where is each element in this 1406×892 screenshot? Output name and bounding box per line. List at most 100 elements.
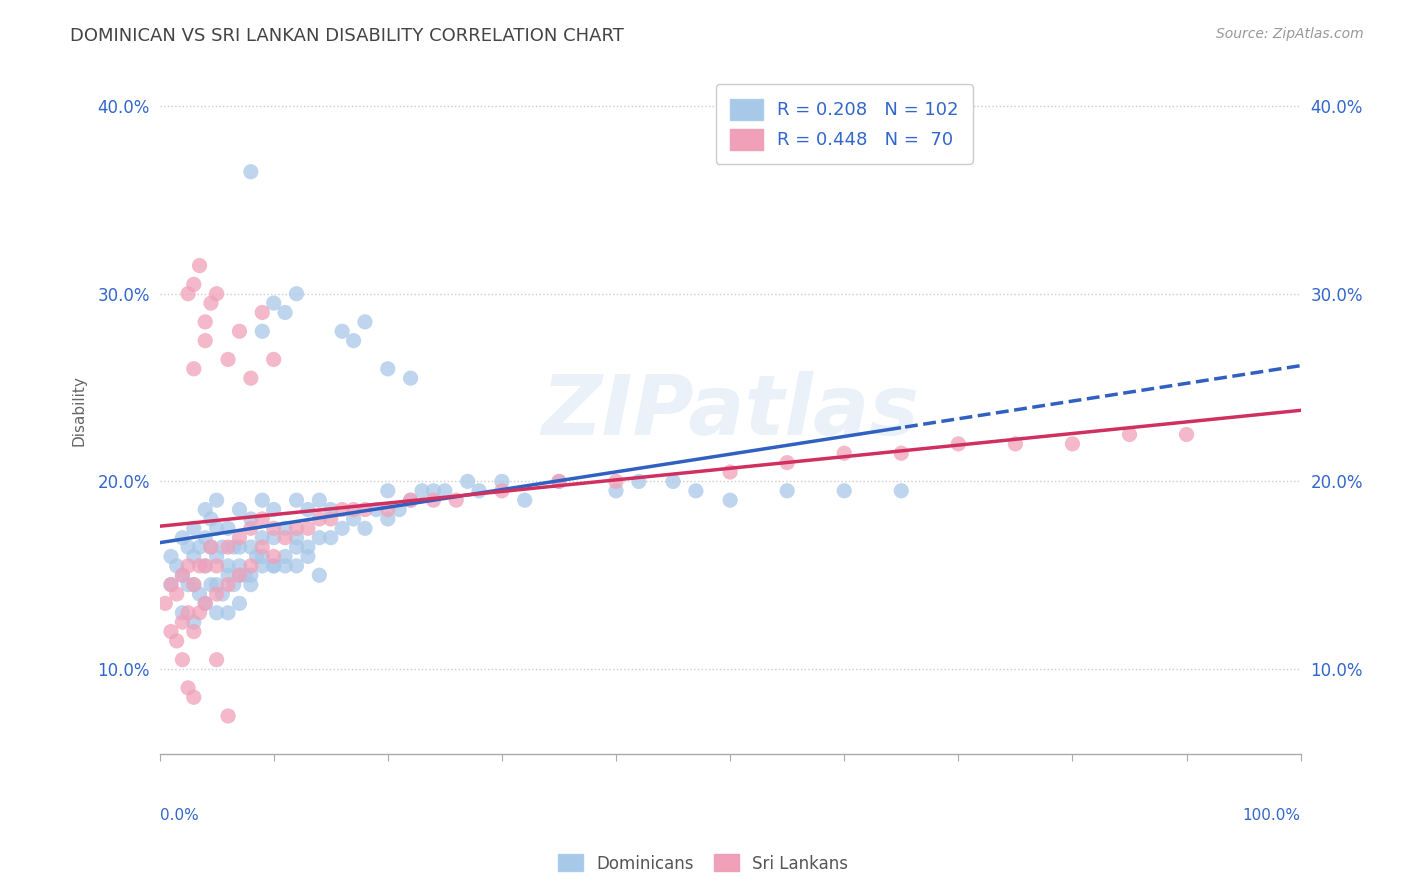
- Point: [354, 521, 377, 535]
- Point: [188, 259, 211, 273]
- Point: [194, 558, 217, 573]
- Point: [252, 512, 274, 526]
- Point: [491, 483, 513, 498]
- Point: [342, 512, 364, 526]
- Point: [468, 483, 491, 498]
- Point: [188, 558, 211, 573]
- Point: [160, 577, 183, 591]
- Point: [239, 540, 262, 554]
- Point: [239, 558, 262, 573]
- Point: [205, 587, 228, 601]
- Point: [718, 493, 741, 508]
- Point: [776, 456, 799, 470]
- Point: [183, 624, 205, 639]
- Point: [252, 324, 274, 338]
- Point: [166, 634, 188, 648]
- Point: [832, 446, 855, 460]
- Point: [377, 483, 399, 498]
- Point: [172, 568, 194, 582]
- Text: ZIPatlas: ZIPatlas: [541, 370, 920, 451]
- Point: [890, 446, 912, 460]
- Point: [399, 493, 422, 508]
- Point: [172, 615, 194, 629]
- Point: [285, 558, 308, 573]
- Point: [200, 296, 222, 310]
- Point: [948, 437, 970, 451]
- Point: [342, 334, 364, 348]
- Point: [252, 540, 274, 554]
- Point: [330, 521, 353, 535]
- Text: DOMINICAN VS SRI LANKAN DISABILITY CORRELATION CHART: DOMINICAN VS SRI LANKAN DISABILITY CORRE…: [70, 27, 624, 45]
- Point: [177, 577, 200, 591]
- Point: [217, 540, 239, 554]
- Point: [172, 653, 194, 667]
- Point: [183, 577, 205, 591]
- Point: [200, 577, 222, 591]
- Point: [548, 475, 571, 489]
- Point: [252, 558, 274, 573]
- Point: [263, 296, 285, 310]
- Point: [239, 568, 262, 582]
- Point: [718, 465, 741, 479]
- Point: [263, 521, 285, 535]
- Point: [308, 493, 330, 508]
- Point: [228, 568, 250, 582]
- Point: [239, 577, 262, 591]
- Point: [166, 558, 188, 573]
- Point: [239, 512, 262, 526]
- Point: [188, 540, 211, 554]
- Point: [217, 606, 239, 620]
- Point: [605, 483, 627, 498]
- Point: [411, 483, 433, 498]
- Point: [172, 568, 194, 582]
- Point: [217, 709, 239, 723]
- Point: [1062, 437, 1084, 451]
- Point: [627, 475, 650, 489]
- Point: [239, 165, 262, 179]
- Point: [211, 587, 233, 601]
- Point: [252, 493, 274, 508]
- Point: [330, 324, 353, 338]
- Text: Source: ZipAtlas.com: Source: ZipAtlas.com: [1216, 27, 1364, 41]
- Point: [548, 475, 571, 489]
- Legend: Dominicans, Sri Lankans: Dominicans, Sri Lankans: [551, 847, 855, 880]
- Point: [205, 521, 228, 535]
- Point: [354, 502, 377, 516]
- Legend: R = 0.208   N = 102, R = 0.448   N =  70: R = 0.208 N = 102, R = 0.448 N = 70: [716, 85, 973, 164]
- Point: [188, 587, 211, 601]
- Point: [200, 540, 222, 554]
- Point: [228, 502, 250, 516]
- Point: [228, 324, 250, 338]
- Point: [388, 502, 411, 516]
- Point: [205, 493, 228, 508]
- Point: [200, 540, 222, 554]
- Point: [319, 512, 342, 526]
- Point: [274, 549, 297, 564]
- Point: [194, 596, 217, 610]
- Point: [194, 596, 217, 610]
- Point: [285, 493, 308, 508]
- Point: [228, 596, 250, 610]
- Point: [513, 493, 536, 508]
- Point: [205, 577, 228, 591]
- Point: [263, 558, 285, 573]
- Point: [274, 305, 297, 319]
- Point: [285, 540, 308, 554]
- Point: [160, 577, 183, 591]
- Point: [285, 521, 308, 535]
- Point: [377, 502, 399, 516]
- Point: [354, 315, 377, 329]
- Point: [239, 371, 262, 385]
- Point: [183, 277, 205, 292]
- Point: [183, 521, 205, 535]
- Point: [160, 549, 183, 564]
- Point: [297, 540, 319, 554]
- Point: [172, 531, 194, 545]
- Point: [177, 606, 200, 620]
- Point: [366, 502, 388, 516]
- Point: [263, 558, 285, 573]
- Point: [605, 475, 627, 489]
- Point: [205, 549, 228, 564]
- Point: [308, 531, 330, 545]
- Point: [1175, 427, 1198, 442]
